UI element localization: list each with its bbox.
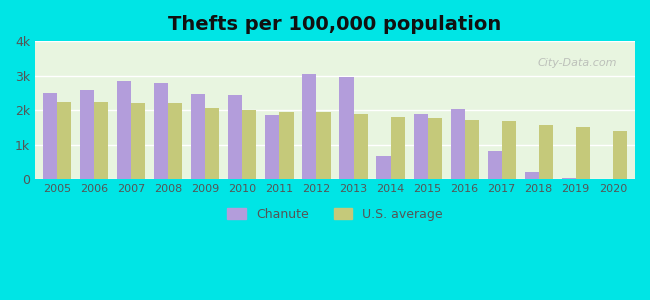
Title: Thefts per 100,000 population: Thefts per 100,000 population bbox=[168, 15, 502, 34]
Bar bbox=[413, 114, 428, 179]
Bar bbox=[317, 112, 331, 179]
Legend: Chanute, U.S. average: Chanute, U.S. average bbox=[222, 203, 448, 226]
Bar bbox=[562, 178, 576, 179]
Bar bbox=[488, 151, 502, 179]
Bar bbox=[265, 116, 280, 179]
Bar bbox=[376, 156, 391, 179]
Bar bbox=[502, 122, 515, 179]
Text: City-Data.com: City-Data.com bbox=[538, 58, 617, 68]
Bar bbox=[228, 95, 242, 179]
Bar bbox=[80, 89, 94, 179]
Bar bbox=[242, 110, 257, 179]
Bar bbox=[131, 103, 146, 179]
Bar bbox=[465, 120, 478, 179]
Bar bbox=[280, 112, 294, 179]
Bar bbox=[428, 118, 441, 179]
Bar bbox=[302, 74, 317, 179]
Bar bbox=[43, 93, 57, 179]
Bar bbox=[525, 172, 539, 179]
Bar bbox=[191, 94, 205, 179]
Bar bbox=[168, 103, 183, 179]
Bar bbox=[205, 107, 220, 179]
Bar bbox=[391, 116, 404, 179]
Bar bbox=[154, 82, 168, 179]
Bar bbox=[354, 114, 368, 179]
Bar bbox=[57, 102, 72, 179]
Bar bbox=[613, 131, 627, 179]
Bar bbox=[94, 102, 109, 179]
Bar bbox=[339, 77, 354, 179]
Bar bbox=[117, 81, 131, 179]
Bar bbox=[450, 109, 465, 179]
Bar bbox=[539, 125, 552, 179]
Bar bbox=[576, 127, 590, 179]
